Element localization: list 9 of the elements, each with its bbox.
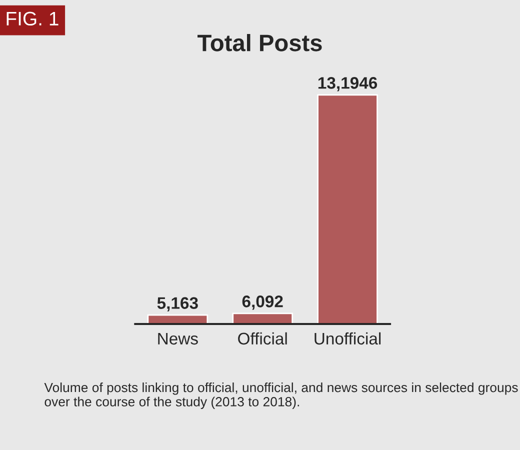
data-label: 13,1946 xyxy=(318,77,378,92)
text: Volume of posts linking to official, unofficial, and news sources in selected groups over the course of the study (2013 to 2018). xyxy=(44,382,518,410)
data-label: 6,092 xyxy=(242,296,283,310)
data-label: 5,163 xyxy=(157,297,198,312)
x-tick-label: Unofficial xyxy=(314,332,381,345)
caption: FIG. 1 xyxy=(6,12,58,26)
chart-title: Total Posts xyxy=(198,34,322,52)
x-tick-label: News xyxy=(158,332,198,345)
x-tick-label: Official xyxy=(238,332,287,345)
